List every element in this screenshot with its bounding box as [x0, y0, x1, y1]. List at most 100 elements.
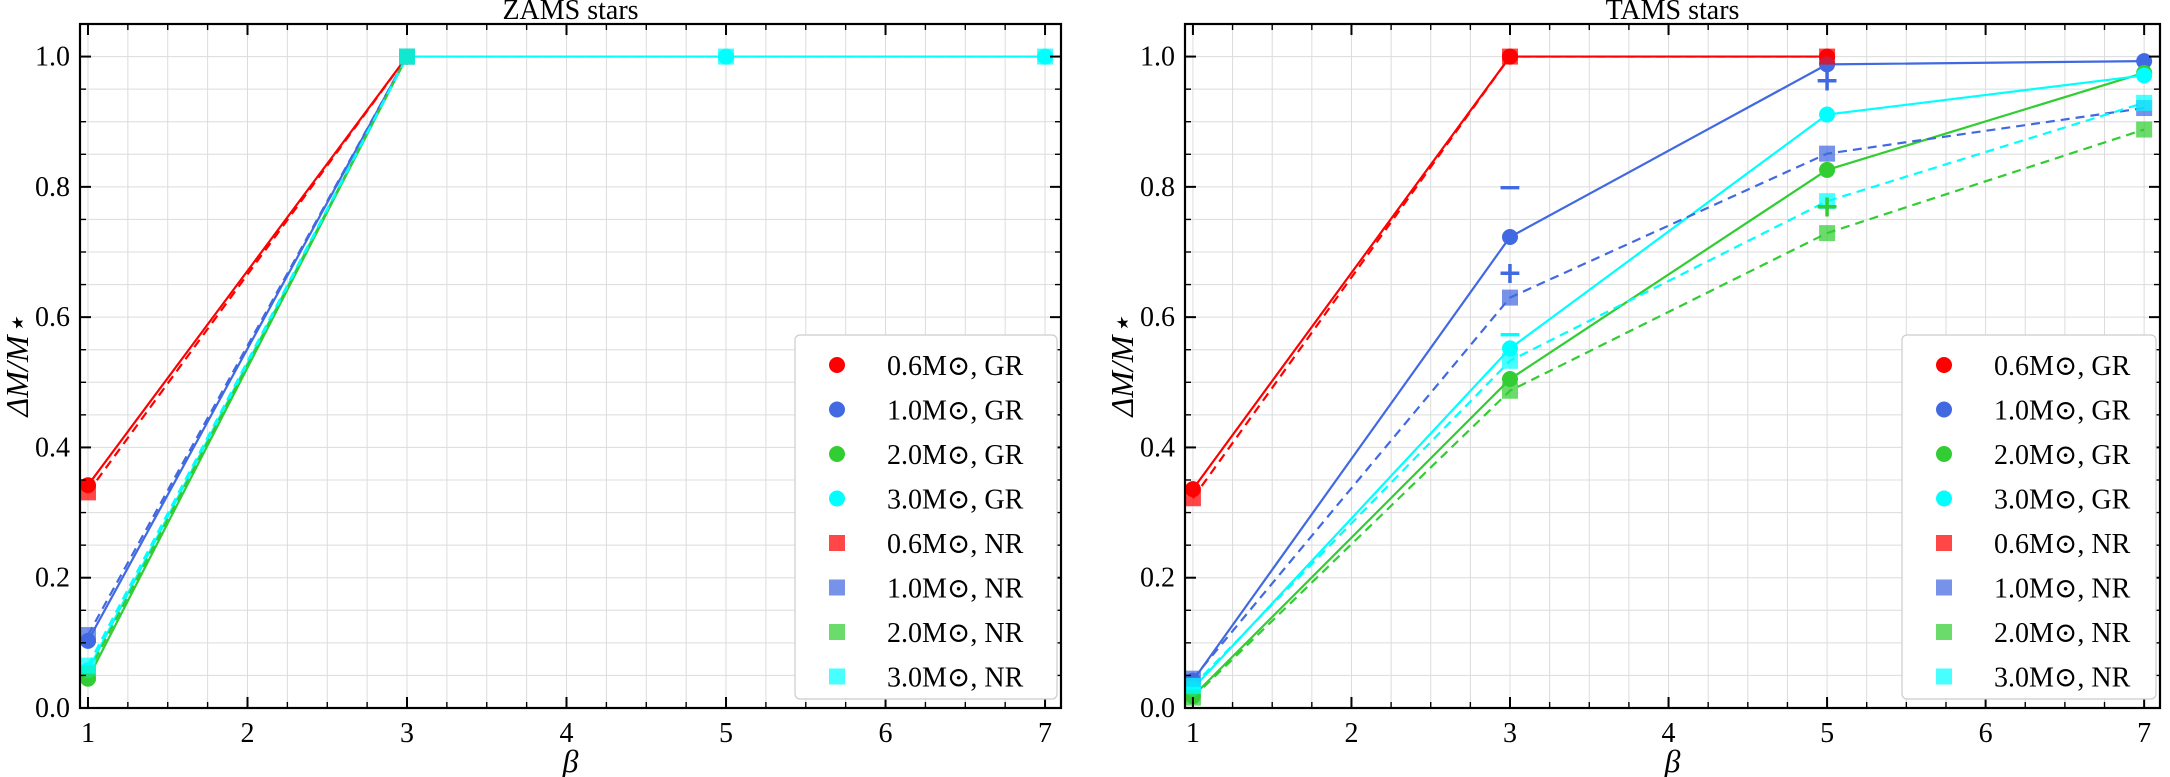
data-point — [1037, 48, 1054, 65]
legend: 0.6M⊙, GR 1.0M⊙, GR 2.0M⊙, GR 3.0M⊙, GR 0.6M… — [794, 334, 1058, 700]
legend-marker — [829, 357, 845, 373]
x-tick-label: 3 — [400, 718, 414, 749]
y-tick-label: 0.0 — [35, 693, 70, 724]
chart-title: TAMS stars — [1606, 0, 1740, 26]
axis-ticks — [1185, 23, 2160, 709]
y-tick-label: 0.8 — [1140, 172, 1175, 203]
x-tick-label: 2 — [1344, 718, 1358, 749]
legend-label: 0.6M⊙, GR — [1994, 351, 2131, 382]
x-tick-label: 2 — [240, 718, 254, 749]
data-point — [1819, 106, 1836, 123]
data-point — [2136, 67, 2153, 84]
legend-label: 3.0M⊙, GR — [1994, 485, 2131, 516]
annotation-symbol: + — [1815, 189, 1840, 224]
data-point — [1819, 145, 1836, 162]
tams-panel: − + + − +1 2 3 4 5 6 7 0.0 0.2 0.4 0.6 0.8 1.0 TAMS stars… — [1104, 0, 2162, 777]
y-tick-label: 0.4 — [1140, 432, 1175, 463]
y-tick-label: 1.0 — [1140, 42, 1175, 73]
x-tick-label: 7 — [1038, 718, 1052, 749]
data-point — [79, 657, 96, 674]
y-axis-label: ΔM/M⋆ — [1104, 315, 1140, 418]
x-tick-label: 6 — [1979, 718, 1993, 749]
legend-marker — [829, 535, 845, 551]
legend-label: 2.0M⊙, GR — [1994, 440, 2131, 471]
legend-label: 3.0M⊙, NR — [1994, 663, 2131, 694]
series-line-7 — [1192, 101, 2145, 687]
legend-marker — [1936, 490, 1952, 507]
legend-marker — [829, 401, 845, 418]
x-tick-label: 7 — [2137, 718, 2151, 749]
legend-box — [794, 334, 1058, 700]
legend-marker — [1936, 446, 1952, 462]
data-point — [1502, 382, 1518, 399]
x-axis-label: β — [1664, 743, 1681, 777]
data-point — [1819, 193, 1836, 210]
legend-label: 1.0M⊙, GR — [887, 396, 1024, 427]
data-point — [718, 48, 735, 65]
annotation-symbol: − — [1497, 170, 1522, 205]
series-group — [1184, 48, 2153, 706]
data-point — [1819, 48, 1836, 65]
axis-ticks — [80, 23, 1061, 709]
legend-marker — [1936, 535, 1952, 551]
x-tick-label: 5 — [719, 718, 733, 749]
legend-label: 0.6M⊙, GR — [887, 351, 1024, 382]
data-point — [2136, 121, 2153, 138]
legend: 0.6M⊙, GR 1.0M⊙, GR 2.0M⊙, GR 3.0M⊙, GR 0.6M… — [1901, 334, 2157, 700]
legend-label: 1.0M⊙, NR — [1994, 574, 2131, 605]
series-line-6 — [1192, 128, 2145, 699]
legend-label: 2.0M⊙, NR — [887, 618, 1024, 649]
zams-panel: 1 2 3 4 5 6 7 0.0 0.2 0.4 0.6 0.8 1.0 ZAMS stars β ΔM/M… — [0, 0, 1063, 777]
legend-marker — [1936, 401, 1952, 418]
y-tick-label: 1.0 — [35, 42, 70, 73]
series-group — [79, 48, 1054, 687]
annotation-symbol: + — [1815, 64, 1840, 99]
y-tick-label: 0.8 — [35, 172, 70, 203]
chart-title: ZAMS stars — [502, 0, 638, 26]
legend-marker — [829, 446, 845, 462]
series-line-4 — [87, 55, 408, 494]
y-tick-label: 0.4 — [35, 432, 70, 463]
data-point — [2136, 94, 2153, 111]
series-line-5 — [1192, 106, 2145, 680]
series-line-2 — [1192, 71, 2145, 698]
x-tick-label: 1 — [81, 718, 95, 749]
x-tick-label: 5 — [1820, 718, 1834, 749]
legend-label: 1.0M⊙, GR — [1994, 396, 2131, 427]
x-tick-label: 4 — [1662, 718, 1676, 749]
legend-marker — [829, 624, 845, 640]
legend-label: 2.0M⊙, NR — [1994, 618, 2131, 649]
y-tick-label: 0.6 — [35, 302, 70, 333]
series-line-7 — [87, 55, 1046, 667]
data-point — [1819, 225, 1836, 242]
x-tick-label: 6 — [879, 718, 893, 749]
legend-marker — [829, 490, 845, 507]
x-tick-label: 3 — [1503, 718, 1517, 749]
data-point — [1502, 48, 1518, 65]
legend-label: 0.6M⊙, NR — [1994, 529, 2131, 560]
data-point — [79, 627, 96, 644]
axes-frame — [1183, 22, 2162, 710]
data-point — [1184, 677, 1201, 694]
legend-marker — [1936, 668, 1952, 685]
series-line-1 — [87, 56, 408, 642]
legend-marker — [829, 668, 845, 685]
series-line-3 — [1192, 74, 2145, 690]
legend-label: 3.0M⊙, NR — [887, 663, 1024, 694]
series-line-1 — [1192, 60, 2145, 682]
x-tick-label: 4 — [560, 718, 574, 749]
legend-marker — [1936, 624, 1952, 640]
data-point — [1502, 289, 1518, 306]
legend-marker — [1936, 579, 1952, 596]
x-tick-label: 1 — [1186, 718, 1200, 749]
data-point — [1819, 161, 1836, 178]
legend-box — [1901, 334, 2157, 700]
legend-label: 2.0M⊙, GR — [887, 440, 1024, 471]
annotation-symbol: − — [1497, 317, 1522, 352]
y-tick-label: 0.2 — [35, 563, 70, 594]
y-tick-label: 0.6 — [1140, 302, 1175, 333]
y-tick-label: 0.0 — [1140, 693, 1175, 724]
data-point — [79, 484, 96, 501]
series-line-5 — [87, 56, 408, 636]
data-point — [1502, 229, 1518, 246]
